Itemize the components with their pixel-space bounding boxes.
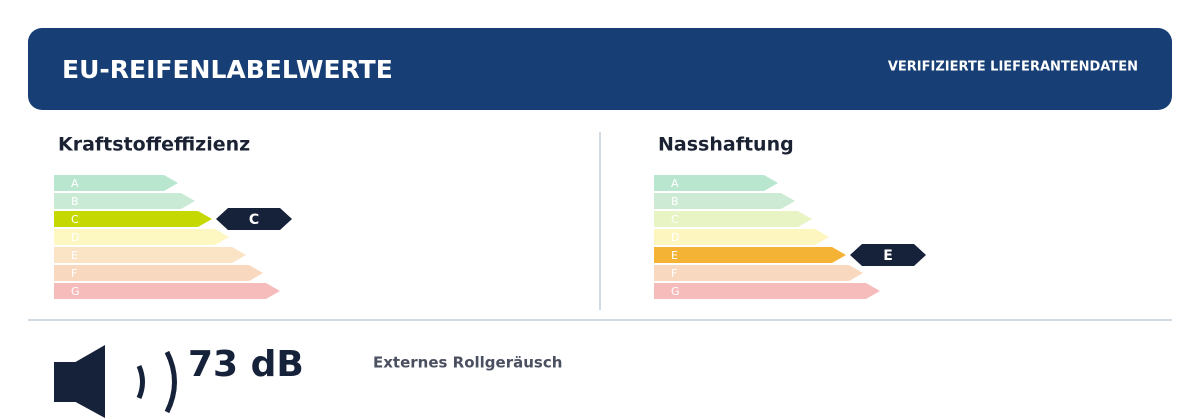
sound-wave: [164, 350, 177, 414]
class-letter: A: [671, 177, 679, 190]
class-bar: [54, 247, 246, 263]
panel-title: Kraftstoffeffizienz: [58, 134, 250, 156]
class-letter: C: [71, 213, 79, 226]
class-letter: F: [71, 267, 77, 280]
selected-marker: [216, 208, 292, 230]
panel-title: Nasshaftung: [658, 134, 794, 156]
class-letter: E: [671, 249, 678, 262]
class-bar: [654, 229, 829, 245]
class-bar: [54, 265, 263, 281]
class-bar: [654, 283, 880, 299]
class-bar: [654, 175, 778, 191]
header-badge: VERIFIZIERTE LIEFERANTENDATEN: [888, 60, 1138, 75]
class-bar: [654, 265, 863, 281]
header-bar: [28, 28, 1172, 110]
selected-marker: [850, 244, 926, 266]
class-letter: F: [671, 267, 677, 280]
class-bar: [54, 193, 195, 209]
sound-wave: [136, 364, 145, 400]
class-bar: [654, 211, 812, 227]
class-letter: A: [71, 177, 79, 190]
class-bar: [54, 283, 280, 299]
class-letter: E: [71, 249, 78, 262]
header-title: EU-REIFENLABELWERTE: [62, 55, 393, 84]
speaker-icon: [54, 345, 105, 418]
class-letter: B: [71, 195, 79, 208]
class-bar: [54, 211, 212, 227]
noise-value: 73 dB: [188, 344, 304, 385]
class-bar: [54, 175, 178, 191]
class-letter: D: [671, 231, 679, 244]
noise-label: Externes Rollgeräusch: [373, 354, 562, 372]
selected-class: C: [249, 212, 259, 228]
class-bar: [54, 229, 229, 245]
class-letter: B: [671, 195, 679, 208]
class-letter: C: [671, 213, 679, 226]
selected-class: E: [883, 248, 893, 264]
class-bar: [654, 247, 846, 263]
class-letter: G: [71, 285, 80, 298]
class-letter: D: [71, 231, 79, 244]
class-letter: G: [671, 285, 680, 298]
class-bar: [654, 193, 795, 209]
